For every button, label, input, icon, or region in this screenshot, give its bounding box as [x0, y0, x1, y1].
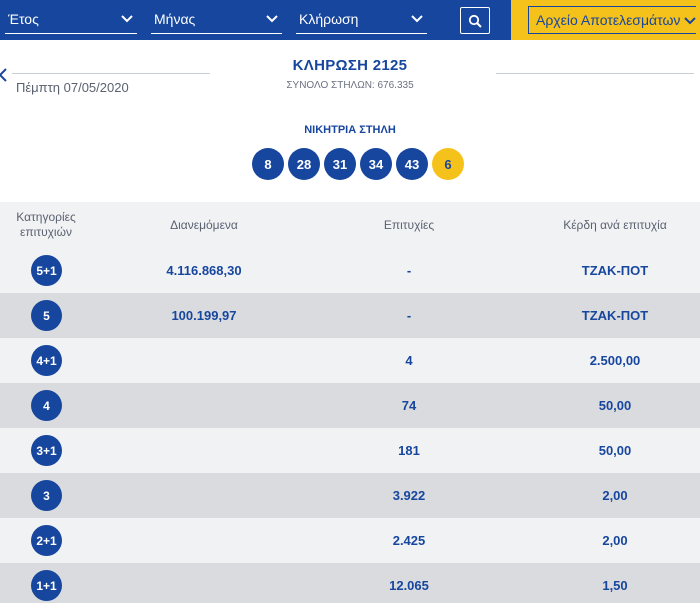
winning-numbers: 8 28 31 34 43 6 [252, 148, 464, 180]
winners-value: 3.922 [392, 488, 426, 503]
draw-select-label: Κλήρωση [299, 11, 359, 27]
prize-value: 50,00 [598, 443, 632, 458]
distributed-value [130, 428, 278, 473]
chevron-down-icon [266, 15, 278, 23]
header-category-line2: επιτυχιών [20, 225, 72, 239]
winners-value: 2.425 [392, 533, 426, 548]
table-row: 3+1 181 50,00 [0, 428, 700, 473]
category-badge: 5+1 [31, 255, 62, 286]
distributed-value: 100.199,97 [171, 308, 237, 323]
number-ball: 31 [324, 148, 356, 180]
header-category-line1: Κατηγορίες [16, 210, 76, 224]
number-ball: 8 [252, 148, 284, 180]
table-row: 1+1 12.065 1,50 [0, 563, 700, 603]
table-row: 4 74 50,00 [0, 383, 700, 428]
prize-value: 50,00 [598, 398, 632, 413]
category-badge: 5 [31, 300, 62, 331]
winners-value: 74 [401, 398, 417, 413]
draw-total-columns: ΣΥΝΟΛΟ ΣΤΗΛΩΝ: 676.335 [286, 80, 414, 91]
number-ball: 43 [396, 148, 428, 180]
archive-panel: Αρχείο Αποτελεσμάτων [511, 0, 700, 40]
chevron-down-icon [121, 15, 133, 23]
prize-value: 2.500,00 [589, 353, 641, 368]
table-row: 5 100.199,97 - ΤΖΑΚ-ΠΟΤ [0, 293, 700, 338]
table-row: 4+1 4 2.500,00 [0, 338, 700, 383]
search-icon [468, 14, 482, 28]
search-button[interactable] [460, 7, 490, 34]
header-winners: Επιτυχίες [383, 218, 435, 232]
chevron-down-icon [684, 17, 696, 25]
category-badge: 4+1 [31, 345, 62, 376]
chevron-down-icon [411, 15, 423, 23]
month-select-label: Μήνας [154, 11, 196, 27]
header-category: Κατηγορίες επιτυχιών [0, 210, 92, 240]
month-select[interactable]: Μήνας [151, 8, 282, 34]
distributed-value [130, 338, 278, 383]
distributed-value [130, 518, 278, 563]
winners-value: 4 [405, 353, 413, 368]
distributed-value: 4.116.868,30 [166, 263, 242, 278]
distributed-value [130, 383, 278, 428]
winning-column-label: ΝΙΚΗΤΡΙΑ ΣΤΗΛΗ [304, 124, 396, 136]
divider [12, 73, 210, 74]
header-distributed: Διανεμόμενα [170, 218, 238, 232]
archive-select[interactable]: Αρχείο Αποτελεσμάτων [528, 6, 696, 34]
draw-title: ΚΛΗΡΩΣΗ 2125 [292, 57, 408, 74]
draw-select[interactable]: Κλήρωση [296, 8, 427, 34]
winners-value: 12.065 [389, 578, 429, 593]
prize-value: ΤΖΑΚ-ΠΟΤ [581, 263, 649, 278]
category-badge: 3+1 [31, 435, 62, 466]
winners-value: - [406, 263, 412, 278]
table-row: 2+1 2.425 2,00 [0, 518, 700, 563]
category-badge: 4 [31, 390, 62, 421]
draw-date: Πέμπτη 07/05/2020 [16, 80, 129, 95]
winners-value: - [406, 308, 412, 323]
winners-value: 181 [398, 443, 420, 458]
category-badge: 3 [31, 480, 62, 511]
prize-value: 2,00 [602, 533, 628, 548]
prize-value: 1,50 [602, 578, 628, 593]
category-badge: 2+1 [31, 525, 62, 556]
distributed-value [130, 473, 278, 518]
table-row: 3 3.922 2,00 [0, 473, 700, 518]
chevron-left-icon[interactable] [0, 67, 9, 83]
bonus-ball: 6 [432, 148, 464, 180]
year-select[interactable]: Έτος [5, 8, 137, 34]
archive-select-label: Αρχείο Αποτελεσμάτων [536, 12, 681, 28]
table-row: 5+1 4.116.868,30 - ΤΖΑΚ-ΠΟΤ [0, 248, 700, 293]
distributed-value [130, 563, 278, 603]
number-ball: 34 [360, 148, 392, 180]
header-prize: Κέρδη ανά επιτυχία [563, 218, 667, 232]
divider [496, 73, 694, 74]
results-table-header: Κατηγορίες επιτυχιών Διανεμόμενα Επιτυχί… [0, 202, 700, 248]
prize-value: 2,00 [602, 488, 628, 503]
prize-value: ΤΖΑΚ-ΠΟΤ [581, 308, 649, 323]
category-badge: 1+1 [31, 570, 62, 601]
number-ball: 28 [288, 148, 320, 180]
year-select-label: Έτος [8, 11, 39, 27]
